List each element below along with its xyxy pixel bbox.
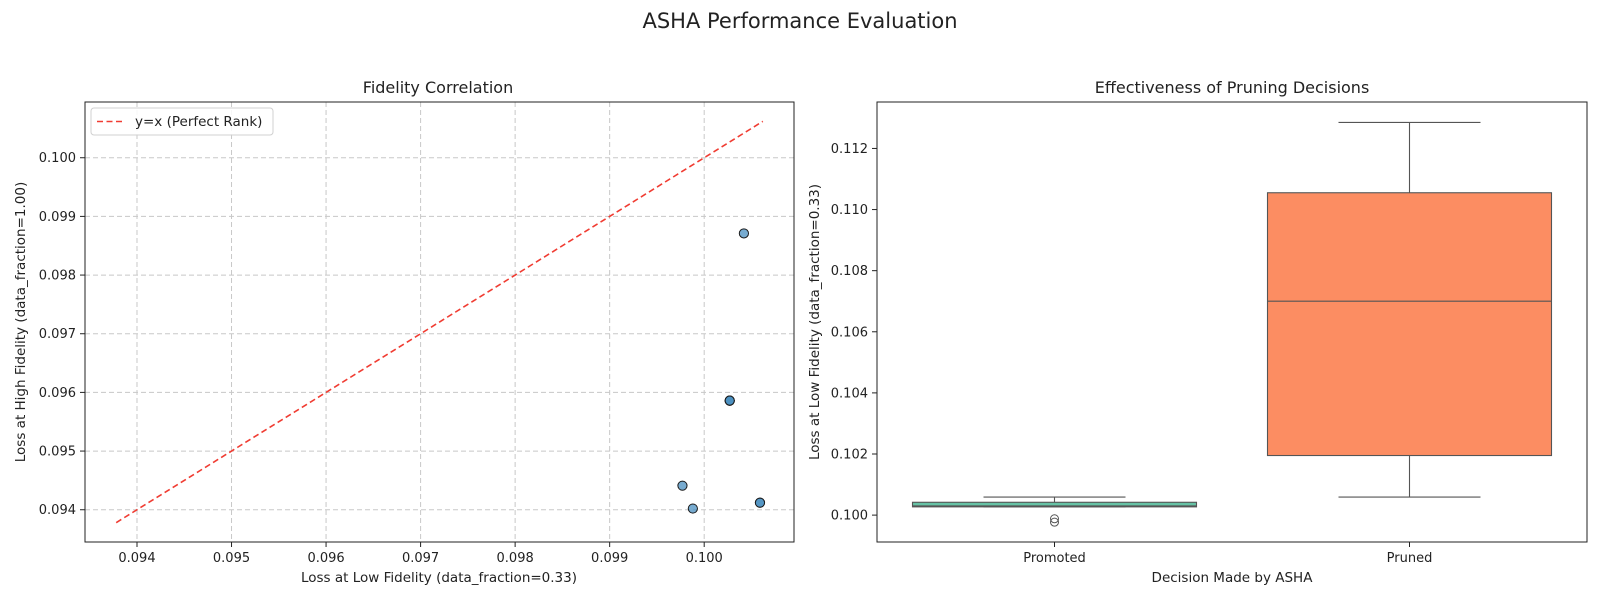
legend-label: y=x (Perfect Rank) xyxy=(135,114,262,130)
box-y-tick-label: 0.110 xyxy=(831,203,868,218)
scatter-points xyxy=(677,228,766,514)
box-promoted xyxy=(911,501,1198,508)
scatter-grid xyxy=(85,102,794,542)
box-y-tick-label: 0.104 xyxy=(831,386,868,401)
scatter-y-tick-label: 0.099 xyxy=(39,210,76,225)
box-y-tick-label: 0.102 xyxy=(831,448,868,463)
legend-box xyxy=(90,107,274,136)
scatter-y-tick-label: 0.100 xyxy=(39,151,76,166)
scatter-legend: y=x (Perfect Rank) xyxy=(90,107,274,136)
box-y-tick-label: 0.112 xyxy=(831,142,868,157)
scatter-point xyxy=(754,497,766,508)
box-x-tick-label: Pruned xyxy=(1387,551,1433,566)
figure-title: ASHA Performance Evaluation xyxy=(642,9,957,33)
scatter-point xyxy=(724,395,735,406)
box-x-axis-label: Decision Made by ASHA xyxy=(1152,570,1314,586)
scatter-x-tick-label: 0.096 xyxy=(307,551,344,566)
scatter-y-ticks: 0.094 0.095 0.096 0.097 0.098 0.099 0.100 xyxy=(39,151,85,518)
scatter-y-tick-label: 0.098 xyxy=(39,269,76,284)
box-y-tick-label: 0.100 xyxy=(831,509,868,524)
scatter-x-ticks: 0.094 0.095 0.096 0.097 0.098 0.099 0.100 xyxy=(118,542,723,566)
scatter-panel: Fidelity Correlation 0.094 0.095 0.096 0.09… xyxy=(13,78,795,586)
reference-line xyxy=(115,120,764,524)
box-y-axis-label: Loss at Low Fidelity (data_fraction=0.33… xyxy=(807,184,823,460)
scatter-y-axis-label: Loss at High Fidelity (data_fraction=1.0… xyxy=(13,182,29,462)
box-y-tick-label: 0.106 xyxy=(831,325,868,340)
scatter-point xyxy=(687,503,698,514)
scatter-x-tick-label: 0.095 xyxy=(213,551,250,566)
scatter-y-tick-label: 0.097 xyxy=(39,327,76,342)
scatter-x-tick-label: 0.097 xyxy=(402,551,439,566)
scatter-title: Fidelity Correlation xyxy=(363,78,513,97)
box-x-tick-label: Promoted xyxy=(1023,551,1086,566)
box-y-tick-label: 0.108 xyxy=(831,264,868,279)
scatter-y-tick-label: 0.095 xyxy=(39,445,76,460)
scatter-x-tick-label: 0.100 xyxy=(686,551,723,566)
scatter-x-axis-label: Loss at Low Fidelity (data_fraction=0.33… xyxy=(301,570,577,586)
scatter-x-tick-label: 0.094 xyxy=(118,551,155,566)
box-panel: Effectiveness of Pruning Decisions 0.100… xyxy=(807,78,1588,586)
scatter-point xyxy=(738,228,749,239)
outlier-point xyxy=(1050,514,1059,524)
box-y-ticks: 0.100 0.102 0.104 0.106 0.108 0.110 0.112 xyxy=(831,142,877,524)
box-pruned xyxy=(1266,192,1553,457)
scatter-x-tick-label: 0.099 xyxy=(591,551,628,566)
scatter-y-tick-label: 0.096 xyxy=(39,386,76,401)
outlier-point xyxy=(1050,517,1059,527)
box-plot-frame xyxy=(876,101,1588,543)
box-x-ticks: Promoted Pruned xyxy=(1023,542,1432,566)
box-title: Effectiveness of Pruning Decisions xyxy=(1095,78,1370,97)
scatter-y-tick-label: 0.094 xyxy=(39,503,76,518)
box-plot-marks xyxy=(911,121,1553,527)
scatter-x-tick-label: 0.098 xyxy=(497,551,534,566)
scatter-plot-frame xyxy=(84,101,795,543)
scatter-point xyxy=(677,480,688,491)
reference-line-layer xyxy=(115,120,764,524)
